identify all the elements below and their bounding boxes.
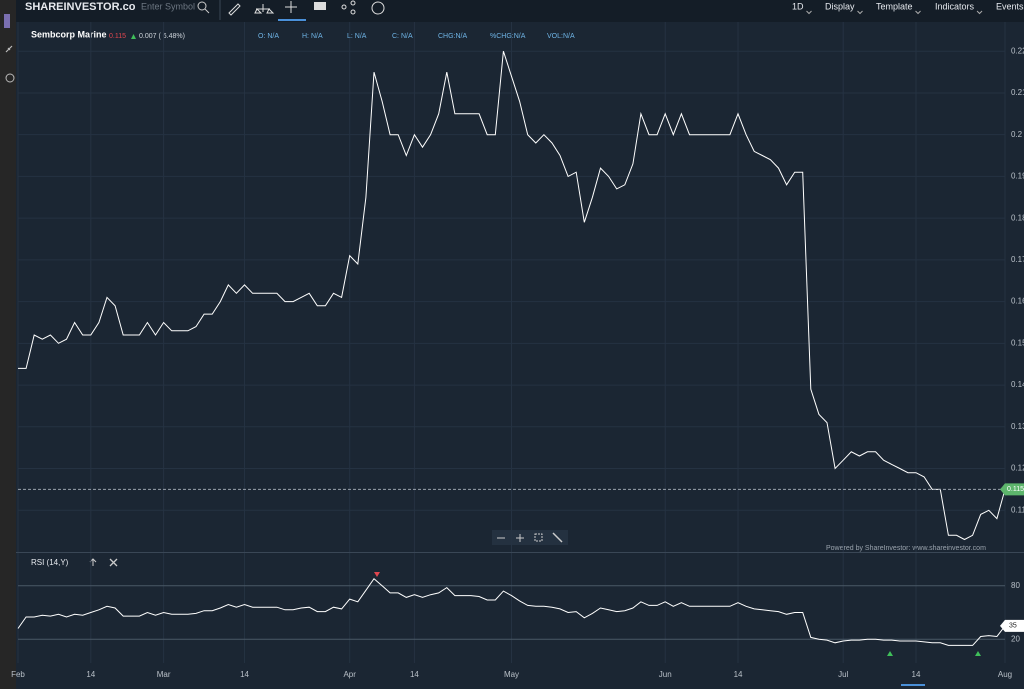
- crosshair-tool[interactable]: [285, 1, 297, 13]
- draw-tool[interactable]: [228, 3, 241, 16]
- last-price-tag: [1000, 483, 1024, 496]
- ohlc-field: CHG:N/A: [438, 33, 468, 40]
- ohlc-field: %CHG:N/A: [490, 33, 526, 40]
- ohlc-field: O: N/A: [258, 33, 279, 40]
- x-tick-label: 14: [240, 670, 249, 679]
- menu-item[interactable]: Events: [996, 1, 1024, 11]
- y-tick-label: 0.12: [1011, 464, 1024, 473]
- search-box[interactable]: [136, 0, 218, 14]
- price-change: 0.007 ( 6.48%): [139, 33, 185, 40]
- share-tool[interactable]: [341, 4, 347, 10]
- close-indicator[interactable]: [109, 558, 118, 567]
- menu-caret: [976, 10, 983, 15]
- buy-signal: [887, 651, 893, 656]
- search-icon[interactable]: [197, 1, 207, 11]
- x-tick-label: Apr: [343, 670, 356, 679]
- x-tick-label: May: [504, 670, 519, 679]
- compare-tool[interactable]: [254, 4, 275, 14]
- last-rsi-tag: [1000, 619, 1024, 632]
- menu-caret: [806, 10, 812, 15]
- toolbar: [0, 0, 1024, 22]
- ohlc-field: H: N/A: [302, 33, 323, 40]
- menu-item[interactable]: Display: [825, 1, 855, 11]
- y-tick-label: 0.21: [1011, 88, 1024, 97]
- sidebar-icon[interactable]: [5, 73, 15, 83]
- last-price-label: 0.115: [1007, 486, 1024, 493]
- y-tick-label: 0.15: [1011, 338, 1024, 347]
- x-tick-label: 14: [410, 670, 419, 679]
- rsi-title: RSI (14,Y): [31, 558, 69, 567]
- panel-divider: [16, 552, 1024, 553]
- y-tick-label: 0.11: [1011, 505, 1024, 514]
- y-tick-label: 20: [1011, 634, 1020, 643]
- share-tool[interactable]: [350, 0, 356, 6]
- x-tick-label: 14: [86, 670, 95, 679]
- price-line: [18, 51, 1006, 541]
- search-icon[interactable]: [204, 8, 210, 14]
- last-price: 0.115: [109, 33, 126, 40]
- y-tick-label: 0.17: [1011, 255, 1024, 264]
- last-rsi-label: 35: [1009, 623, 1017, 630]
- comment-tool[interactable]: [314, 2, 326, 10]
- x-tick-label: Aug: [998, 670, 1012, 679]
- logo[interactable]: SHAREINVESTOR.com: [25, 1, 145, 13]
- y-tick-label: 0.18: [1011, 213, 1024, 222]
- share-tool[interactable]: [350, 9, 356, 15]
- buy-signal: [975, 651, 981, 656]
- menu-item[interactable]: Indicators: [935, 1, 975, 11]
- ohlc-field: L: N/A: [347, 33, 367, 40]
- sell-signal: [374, 572, 380, 577]
- y-tick-label: 0.2: [1011, 130, 1023, 139]
- y-tick-label: 80: [1011, 581, 1020, 590]
- symbol-name: Sembcorp Marine: [31, 29, 107, 39]
- y-tick-label: 0.13: [1011, 422, 1024, 431]
- x-tick-label: Mar: [157, 670, 171, 679]
- reset-tool[interactable]: [371, 1, 385, 15]
- left-sidebar: [0, 0, 16, 689]
- y-tick-label: 0.16: [1011, 297, 1024, 306]
- x-tick-label: 14: [734, 670, 743, 679]
- zoom-in[interactable]: [516, 534, 524, 542]
- y-tick-label: 0.19: [1011, 172, 1024, 181]
- y-tick-label: 0.14: [1011, 380, 1024, 389]
- zoom-reset[interactable]: [552, 532, 563, 543]
- x-tick-label: 14: [912, 670, 921, 679]
- ohlc-field: VOL:N/A: [547, 33, 575, 40]
- plot-layer: 0.11 0.12 0.13 0.14 0.15 0.16 0.17 0.18 0.19 0.2 0…: [11, 22, 1024, 686]
- x-tick-label: Jun: [659, 670, 672, 679]
- sidebar-icon[interactable]: [4, 14, 10, 28]
- menu-item[interactable]: 1D: [792, 1, 804, 11]
- active-indicator: [278, 19, 306, 21]
- menu-caret: [915, 10, 921, 15]
- time-cursor: [901, 684, 925, 686]
- sidebar-icon[interactable]: [5, 45, 13, 53]
- x-tick-label: Jul: [838, 670, 848, 679]
- search-placeholder[interactable]: Enter Symbol: [141, 1, 195, 11]
- credit: Powered by ShareInvestor: www.shareinves…: [826, 545, 986, 552]
- zoom-fit[interactable]: [534, 533, 543, 542]
- ohlc-field: C: N/A: [392, 33, 413, 40]
- menu-caret: [857, 10, 863, 15]
- menu-item[interactable]: Template: [876, 1, 913, 11]
- up-arrow: [131, 34, 136, 39]
- y-tick-label: 0.22: [1011, 46, 1024, 55]
- rsi-line: [17, 577, 1006, 646]
- x-tick-label: Feb: [11, 670, 25, 679]
